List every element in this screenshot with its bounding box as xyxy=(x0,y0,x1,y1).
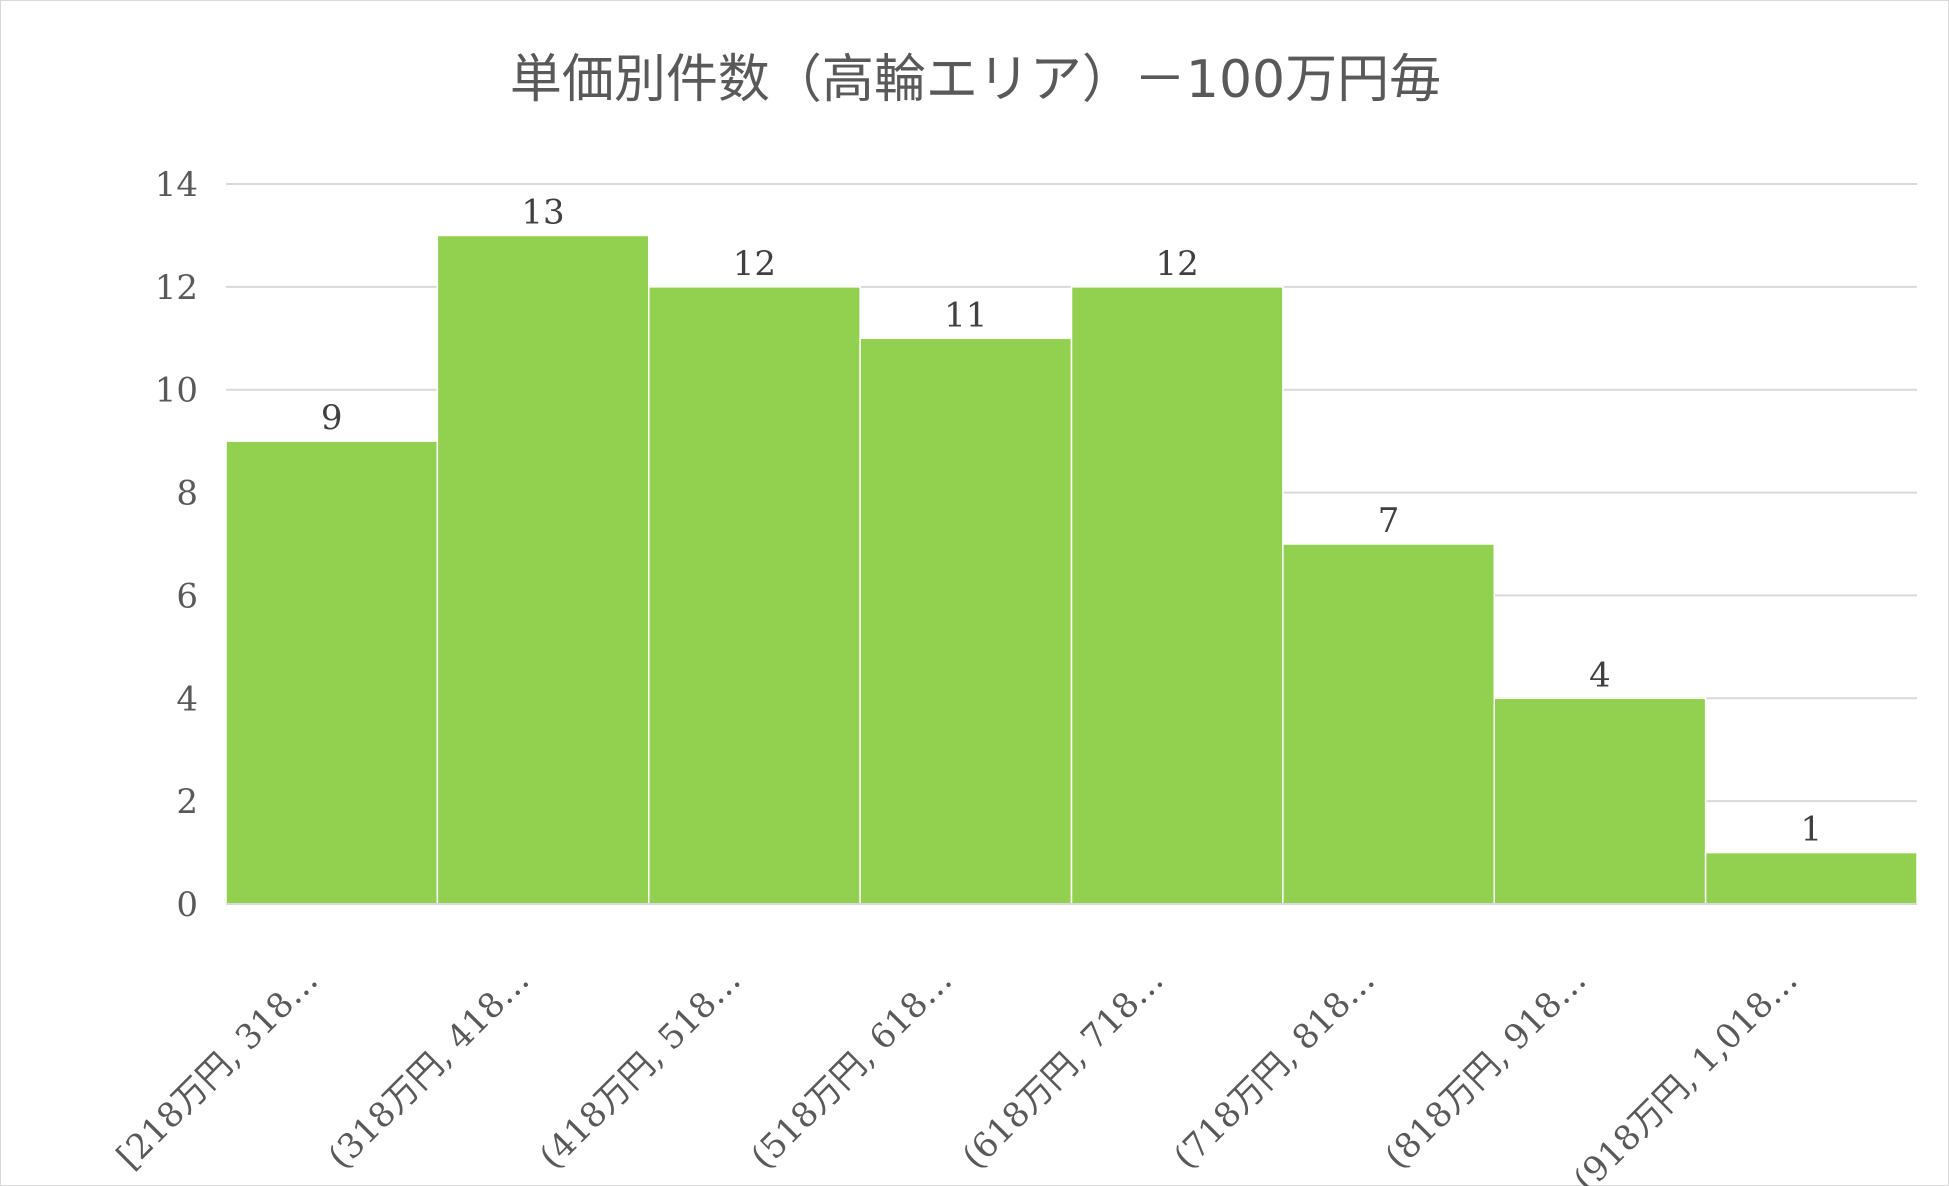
data-label: 4 xyxy=(1589,655,1611,695)
x-tick-label: (718万円, 818… xyxy=(1166,960,1383,1177)
y-tick-label: 4 xyxy=(176,679,198,719)
data-label: 7 xyxy=(1378,501,1400,541)
bar xyxy=(859,337,1073,905)
x-tick-label: (318万円, 418… xyxy=(321,960,538,1177)
y-tick-label: 6 xyxy=(176,576,198,616)
data-label: 12 xyxy=(733,244,776,284)
x-tick-label: [218万円, 318… xyxy=(109,960,326,1177)
data-label: 1 xyxy=(1800,810,1822,850)
chart-title: 単価別件数（高輪エリア）－100万円毎 xyxy=(509,50,1442,110)
bar xyxy=(436,234,650,905)
y-tick-label: 0 xyxy=(176,885,198,925)
bar xyxy=(648,286,861,905)
data-label: 13 xyxy=(521,192,564,232)
x-tick-label: (518万円, 618… xyxy=(743,960,960,1177)
y-tick-label: 14 xyxy=(155,165,198,205)
bar xyxy=(1070,286,1284,905)
bar xyxy=(1704,851,1918,905)
data-label: 9 xyxy=(321,398,343,438)
y-tick-label: 10 xyxy=(155,371,198,411)
data-label: 12 xyxy=(1156,244,1199,284)
data-label: 11 xyxy=(944,295,987,335)
bar xyxy=(1493,697,1707,905)
bar xyxy=(225,440,439,905)
x-tick-label: (418万円, 518… xyxy=(532,960,749,1177)
y-tick-label: 8 xyxy=(176,474,198,514)
y-tick-label: 12 xyxy=(155,268,198,308)
y-tick-label: 2 xyxy=(176,782,198,822)
x-tick-label: (918万円, 1,018… xyxy=(1566,960,1806,1186)
x-tick-label: (818万円, 918… xyxy=(1377,960,1594,1177)
x-tick-label: (618万円, 718… xyxy=(955,960,1172,1177)
bar xyxy=(1282,543,1495,905)
